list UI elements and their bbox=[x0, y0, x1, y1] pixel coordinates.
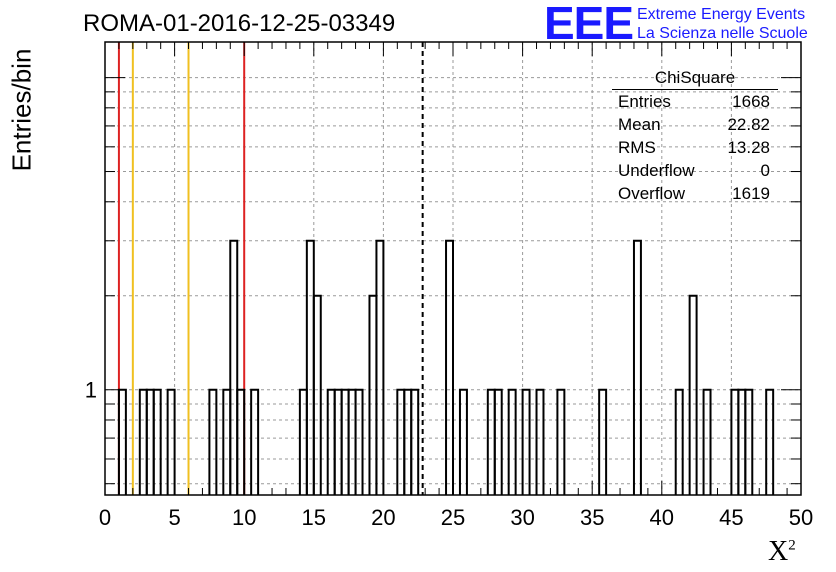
stats-label: Mean bbox=[618, 115, 661, 134]
x-axis-label: X2 bbox=[768, 536, 796, 568]
histogram-bin bbox=[138, 388, 148, 495]
histogram-bin bbox=[632, 239, 642, 495]
histogram-bin bbox=[410, 388, 420, 495]
stats-label: Overflow bbox=[618, 184, 686, 203]
histogram-bin bbox=[556, 388, 566, 495]
histogram-bin bbox=[445, 239, 454, 495]
histogram-bin bbox=[493, 388, 503, 495]
x-tick-label: 45 bbox=[719, 505, 743, 530]
histogram-bin bbox=[396, 388, 406, 495]
histogram-bin bbox=[250, 388, 260, 495]
x-tick-label: 0 bbox=[99, 505, 111, 530]
histogram-bin bbox=[222, 388, 232, 495]
x-tick-label: 20 bbox=[371, 505, 395, 530]
histogram-bin bbox=[368, 294, 378, 495]
histogram-bin bbox=[305, 239, 315, 495]
histogram-bin bbox=[326, 388, 336, 495]
histogram-bin bbox=[236, 388, 246, 495]
axis-ticks bbox=[104, 42, 802, 495]
x-tick-label: 35 bbox=[580, 505, 604, 530]
histogram-bin bbox=[145, 388, 155, 495]
histogram-bin bbox=[507, 388, 517, 495]
stats-row-rms: RMS 13.28 bbox=[612, 136, 778, 159]
histogram-bin bbox=[229, 239, 239, 495]
histogram-bin bbox=[347, 388, 357, 495]
y-tick-label: 1 bbox=[85, 378, 97, 403]
stats-value: 0 bbox=[760, 161, 770, 180]
histogram-bin bbox=[765, 388, 775, 495]
x-tick-label: 10 bbox=[232, 505, 256, 530]
logo-line-1: Extreme Energy Events bbox=[637, 6, 806, 23]
histogram-bin bbox=[152, 388, 162, 495]
y-axis-label: Entries/bin bbox=[6, 48, 37, 172]
histogram-bin bbox=[521, 388, 531, 495]
histogram-bin bbox=[737, 388, 747, 495]
histogram-bin bbox=[354, 388, 364, 495]
histogram-bin bbox=[403, 388, 413, 495]
x-tick-label: 40 bbox=[650, 505, 674, 530]
x-axis-label-superscript: 2 bbox=[788, 537, 796, 554]
histogram-bin bbox=[340, 388, 350, 495]
stats-value: 13.28 bbox=[727, 138, 770, 157]
histogram-bin bbox=[688, 294, 698, 495]
histogram-bin bbox=[486, 388, 496, 495]
histogram-bin bbox=[730, 388, 740, 495]
histogram-bin bbox=[674, 388, 684, 495]
histogram-bin bbox=[166, 388, 176, 495]
logo-line-2: La Scienza nelle Scuole bbox=[637, 25, 808, 42]
eee-logo: EEE bbox=[544, 0, 634, 49]
histogram-bin bbox=[458, 388, 468, 495]
histogram-bin bbox=[208, 388, 218, 495]
histogram-bin bbox=[333, 388, 343, 495]
stats-row-entries: Entries 1668 bbox=[612, 90, 778, 113]
stats-value: 1668 bbox=[732, 92, 770, 111]
stats-value: 22.82 bbox=[727, 115, 770, 134]
tick-labels: 0 5 10 15 20 25 30 35 40 45 50 1 bbox=[85, 378, 813, 530]
histogram-bin bbox=[117, 388, 127, 495]
stats-title: ChiSquare bbox=[612, 66, 778, 90]
x-tick-label: 50 bbox=[789, 505, 813, 530]
stats-label: RMS bbox=[618, 138, 656, 157]
stats-row-mean: Mean 22.82 bbox=[612, 113, 778, 136]
x-tick-label: 15 bbox=[302, 505, 326, 530]
histogram-bin bbox=[298, 388, 308, 495]
histogram-bins bbox=[117, 239, 775, 495]
histogram-bin bbox=[312, 294, 322, 495]
stats-label: Underflow bbox=[618, 161, 695, 180]
histogram-bin bbox=[375, 239, 385, 495]
x-tick-label: 25 bbox=[441, 505, 465, 530]
histogram-bin bbox=[702, 388, 712, 495]
histogram-bin bbox=[535, 388, 545, 495]
stats-value: 1619 bbox=[732, 184, 770, 203]
histogram-bin bbox=[598, 388, 608, 495]
chart-title: ROMA-01-2016-12-25-03349 bbox=[83, 10, 396, 37]
stats-label: Entries bbox=[618, 92, 671, 111]
stats-row-overflow: Overflow 1619 bbox=[612, 182, 778, 205]
x-tick-label: 5 bbox=[168, 505, 180, 530]
stats-box: ChiSquare Entries 1668 Mean 22.82 RMS 13… bbox=[612, 66, 778, 205]
histogram-bin bbox=[744, 388, 754, 495]
stats-row-underflow: Underflow 0 bbox=[612, 159, 778, 182]
x-tick-label: 30 bbox=[510, 505, 534, 530]
x-axis-label-base: X bbox=[768, 536, 789, 567]
